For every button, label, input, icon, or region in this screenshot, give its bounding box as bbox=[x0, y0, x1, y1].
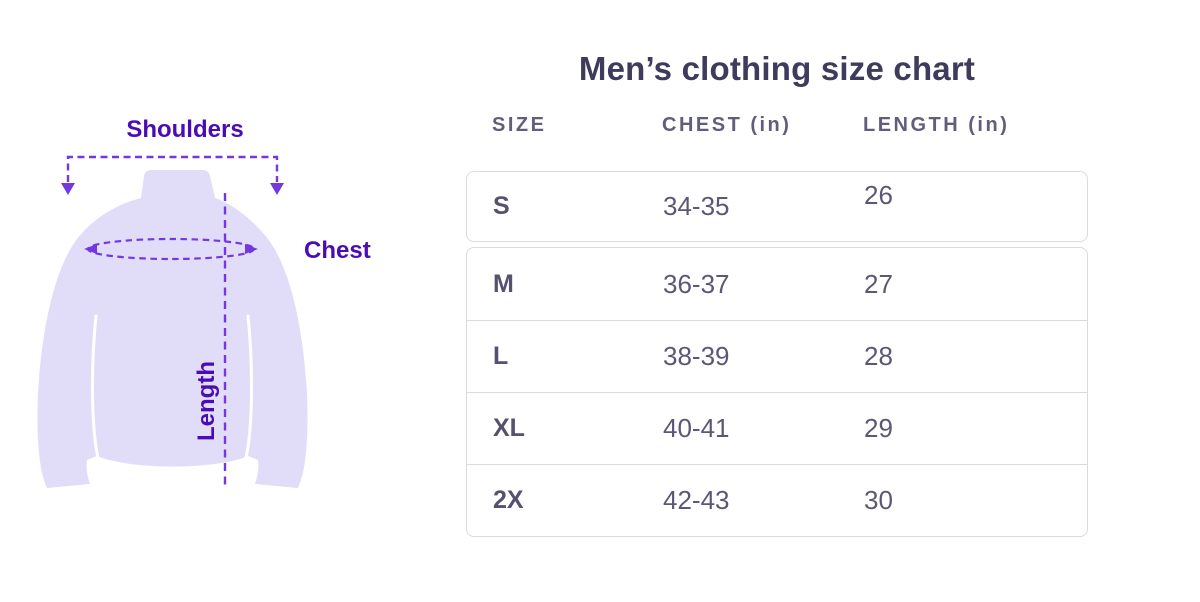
length-cell: 29 bbox=[864, 413, 893, 443]
size-cell: M bbox=[493, 269, 514, 298]
size-cell: S bbox=[493, 192, 510, 220]
chest-label: Chest bbox=[304, 237, 371, 264]
size-cell: 2X bbox=[493, 486, 524, 514]
right-sleeve-slit bbox=[244, 314, 254, 460]
column-header-size: SIZE bbox=[492, 114, 547, 136]
table-row: M 36-37 27 bbox=[467, 248, 1087, 320]
table-row: 2X 42-43 30 bbox=[467, 464, 1087, 536]
table-row: S 34-35 26 bbox=[467, 172, 1087, 241]
shirt-measurement-diagram: Shoulders Chest Length bbox=[0, 0, 420, 602]
chest-cell: 34-35 bbox=[663, 191, 730, 221]
chest-arrow-right bbox=[245, 244, 258, 254]
length-cell: 27 bbox=[864, 268, 893, 299]
length-label: Length bbox=[193, 361, 220, 441]
page-title: Men’s clothing size chart bbox=[578, 50, 976, 87]
column-header-length: LENGTH (in) bbox=[863, 114, 1010, 136]
shoulders-label: Shoulders bbox=[126, 116, 244, 143]
shoulders-arrow-left bbox=[61, 183, 75, 195]
chest-cell: 38-39 bbox=[663, 341, 730, 371]
shirt-illustration bbox=[37, 155, 308, 488]
length-cell: 26 bbox=[864, 180, 893, 210]
size-card-m-2x: M 36-37 27 L 38-39 28 XL 40-41 29 2X 42-… bbox=[466, 247, 1088, 537]
length-cell: 30 bbox=[864, 485, 893, 515]
table-header-row: SIZE CHEST (in) LENGTH (in) bbox=[466, 114, 1088, 137]
shirt-silhouette-shape bbox=[37, 170, 308, 488]
left-sleeve-slit bbox=[90, 314, 100, 460]
size-card-s: S 34-35 26 bbox=[466, 171, 1088, 242]
shoulders-measure-bracket bbox=[66, 155, 279, 182]
table-row: XL 40-41 29 bbox=[467, 392, 1087, 464]
table-row: L 38-39 28 bbox=[467, 320, 1087, 392]
chest-cell: 36-37 bbox=[663, 268, 730, 299]
length-cell: 28 bbox=[864, 341, 893, 371]
chest-cell: 40-41 bbox=[663, 413, 730, 443]
chest-cell: 42-43 bbox=[663, 485, 730, 515]
chest-arrow-left bbox=[84, 244, 97, 254]
size-cell: L bbox=[493, 342, 509, 370]
shoulders-arrow-right bbox=[270, 183, 284, 195]
size-table-section: Men’s clothing size chart SIZE CHEST (in… bbox=[466, 0, 1088, 602]
size-cell: XL bbox=[493, 414, 525, 442]
column-header-chest: CHEST (in) bbox=[662, 114, 792, 136]
